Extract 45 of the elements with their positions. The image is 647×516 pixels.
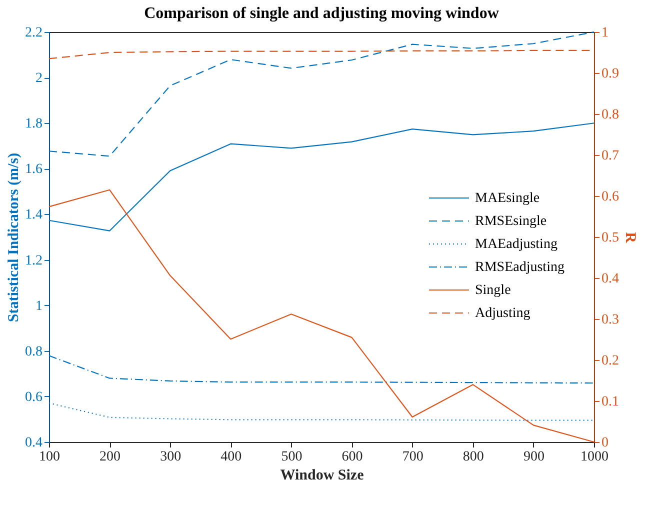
y-tick-label: 2 — [36, 71, 42, 86]
x-axis-title: Window Size — [280, 468, 364, 484]
y2-tick-label: 0.9 — [602, 66, 619, 82]
x-tick-label: 800 — [462, 450, 484, 464]
y2-tick-label: 0 — [602, 436, 608, 450]
x-tick-label: 100 — [39, 450, 60, 464]
x-tick-label: 400 — [220, 450, 242, 464]
legend-label: MAEadjusting — [475, 237, 558, 252]
legend-label: RMSEsingle — [475, 214, 547, 229]
legend-label: Adjusting — [475, 306, 530, 321]
x-tick-label: 300 — [160, 450, 182, 464]
y-tick-label: 0.4 — [25, 436, 42, 450]
x-tick-label: 1000 — [580, 450, 608, 464]
y-tick-label: 1.8 — [25, 116, 42, 132]
y2-tick-label: 0.4 — [602, 272, 619, 286]
y2-tick-label: 0.6 — [602, 190, 619, 204]
legend-label: Single — [475, 283, 511, 298]
line-series — [48, 355, 595, 384]
y2-tick-label: 0.2 — [602, 354, 619, 368]
y-axis-title: Statistical Indicators (m/s) — [6, 152, 22, 322]
line-series — [48, 31, 595, 157]
y-tick-label: 1.2 — [25, 253, 42, 268]
y2-tick-label: 0.7 — [602, 148, 619, 164]
y2-tick-label: 0.1 — [602, 394, 619, 410]
y2-tick-label: 0.5 — [602, 230, 619, 246]
line-series — [48, 402, 595, 421]
x-tick-label: 200 — [100, 450, 121, 464]
line-series — [48, 122, 595, 232]
y-tick-label: 0.8 — [25, 344, 42, 360]
y2-axis-title: R — [622, 232, 638, 244]
y2-tick-label: 0.3 — [602, 312, 619, 328]
x-tick-label: 600 — [342, 450, 363, 464]
y2-tick-label: 1 — [602, 26, 608, 40]
x-tick-label: 700 — [402, 450, 424, 464]
y2-tick-label: 0.8 — [602, 108, 619, 122]
y-tick-label: 1.4 — [25, 208, 42, 223]
y-tick-label: 0.6 — [25, 390, 42, 405]
x-tick-label: 900 — [523, 450, 544, 464]
y-tick-label: 1 — [36, 298, 42, 314]
chart-title: Comparison of single and adjusting moving window — [144, 5, 500, 22]
y-tick-label: 1.6 — [25, 162, 42, 178]
legend-label: RMSEadjusting — [475, 260, 564, 275]
y-tick-label: 2.2 — [25, 26, 42, 40]
x-tick-label: 500 — [281, 450, 302, 464]
legend-label: MAEsingle — [475, 191, 540, 206]
